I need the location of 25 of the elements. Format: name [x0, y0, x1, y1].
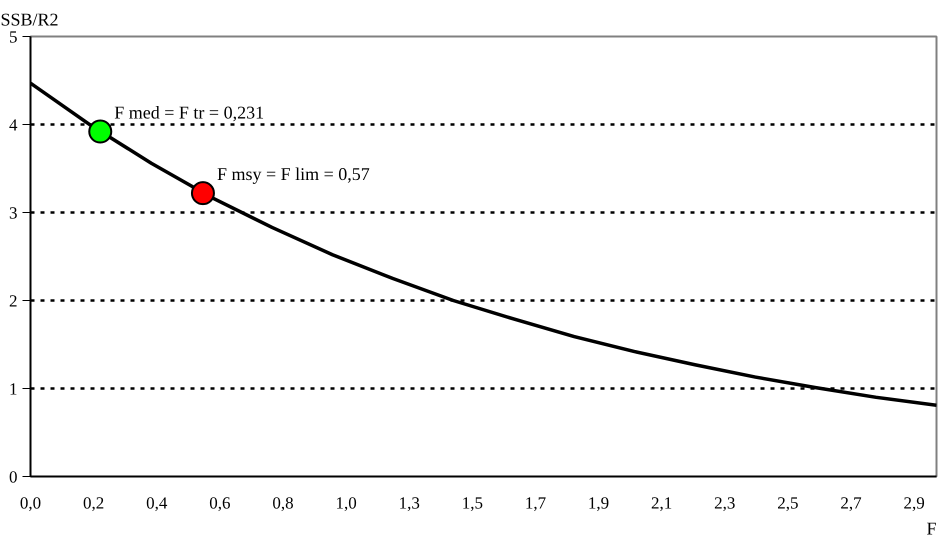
x-tick-label: 1,7	[524, 494, 547, 512]
y-tick-label: 5	[9, 28, 18, 46]
x-tick-label: 1,0	[335, 494, 357, 512]
y-tick-label: 2	[9, 292, 18, 310]
x-axis-title: F	[926, 518, 937, 538]
y-tick-label: 3	[9, 204, 18, 222]
x-tick-label: 1,9	[588, 494, 610, 512]
x-tick-label: 1,5	[462, 494, 483, 512]
x-tick-label: 0,2	[82, 494, 104, 512]
x-tick-label: 0,0	[20, 494, 42, 512]
x-tick-label: 2,7	[840, 494, 862, 512]
x-tick-label: 2,3	[714, 494, 736, 512]
x-tick-label: 1,3	[398, 494, 420, 512]
annotation: F msy = F lim = 0,57	[216, 164, 370, 184]
x-tick-label: 0,4	[146, 494, 168, 512]
y-tick-label: 4	[9, 116, 18, 134]
x-tick-label: 0,6	[209, 494, 230, 512]
y-tick-label: 1	[9, 380, 18, 398]
x-tick-label: 0,8	[272, 494, 294, 512]
x-tick-label: 2,9	[904, 494, 925, 512]
y-tick-label: 0	[9, 468, 18, 486]
y-axis-title: SSB/R2	[0, 10, 59, 30]
x-tick-label: 2,5	[777, 494, 799, 512]
x-tick-label: 2,1	[651, 494, 672, 512]
annotation: F med = F tr = 0,231	[114, 102, 264, 123]
